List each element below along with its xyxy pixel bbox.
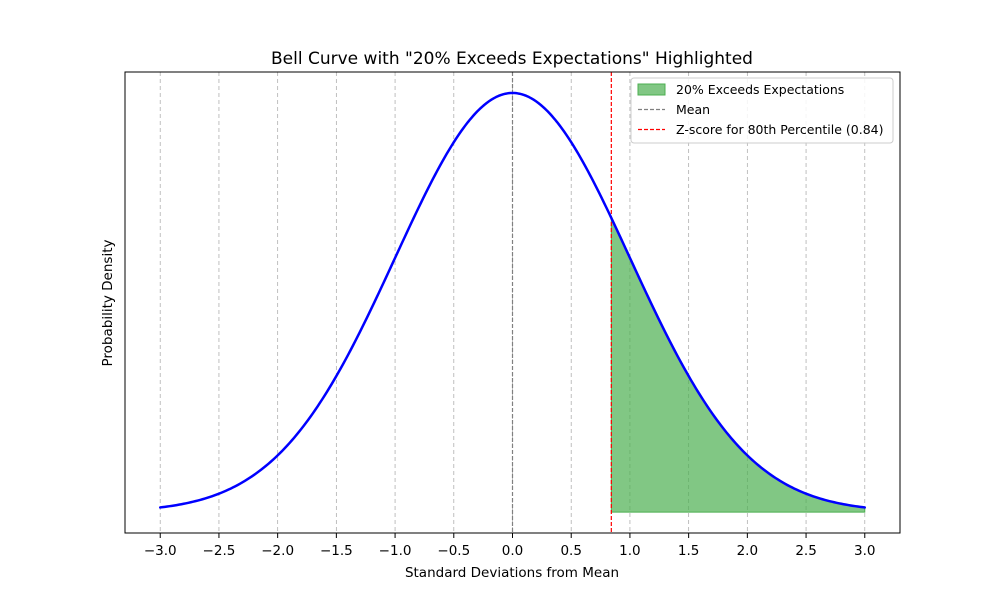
x-axis-label: Standard Deviations from Mean — [405, 565, 619, 581]
x-tick-label: 1.5 — [678, 543, 699, 559]
legend-frame — [630, 77, 894, 144]
x-tick-label: −1.0 — [379, 543, 412, 559]
x-axis-ticks: −3.0 −2.5 −2.0 −1.5 −1.0 −0.5 0.0 0.5 1.0 1.5 2.0 2… — [144, 533, 876, 559]
x-tick-label: 0.0 — [502, 543, 523, 559]
x-tick-label: −1.5 — [320, 543, 353, 559]
legend-mean-label: Mean — [676, 102, 710, 117]
x-tick-label: 2.5 — [795, 543, 816, 559]
x-tick-label: 0.5 — [560, 543, 581, 559]
legend-shaded-region-label: 20% Exceeds Expectations — [676, 82, 844, 97]
curve-layer — [158, 91, 867, 509]
x-tick-label: −3.0 — [144, 543, 177, 559]
x-tick-label: −0.5 — [437, 543, 470, 559]
x-tick-label: 3.0 — [854, 543, 875, 559]
x-tick-label: 2.0 — [737, 543, 758, 559]
legend: 20% Exceeds Expectations Mean Z-score fo… — [630, 77, 894, 144]
reference-lines-layer — [511, 72, 612, 533]
x-tick-label: −2.0 — [261, 543, 294, 559]
chart-title: Bell Curve with "20% Exceeds Expectation… — [271, 49, 753, 69]
legend-zscore-label: Z-score for 80th Percentile (0.84) — [676, 122, 884, 137]
bell-curve-line — [158, 91, 867, 509]
y-axis-label: Probability Density — [100, 240, 116, 367]
x-tick-label: −2.5 — [203, 543, 236, 559]
x-tick-label: 1.0 — [619, 543, 640, 559]
legend-shaded-region-swatch — [637, 83, 666, 96]
